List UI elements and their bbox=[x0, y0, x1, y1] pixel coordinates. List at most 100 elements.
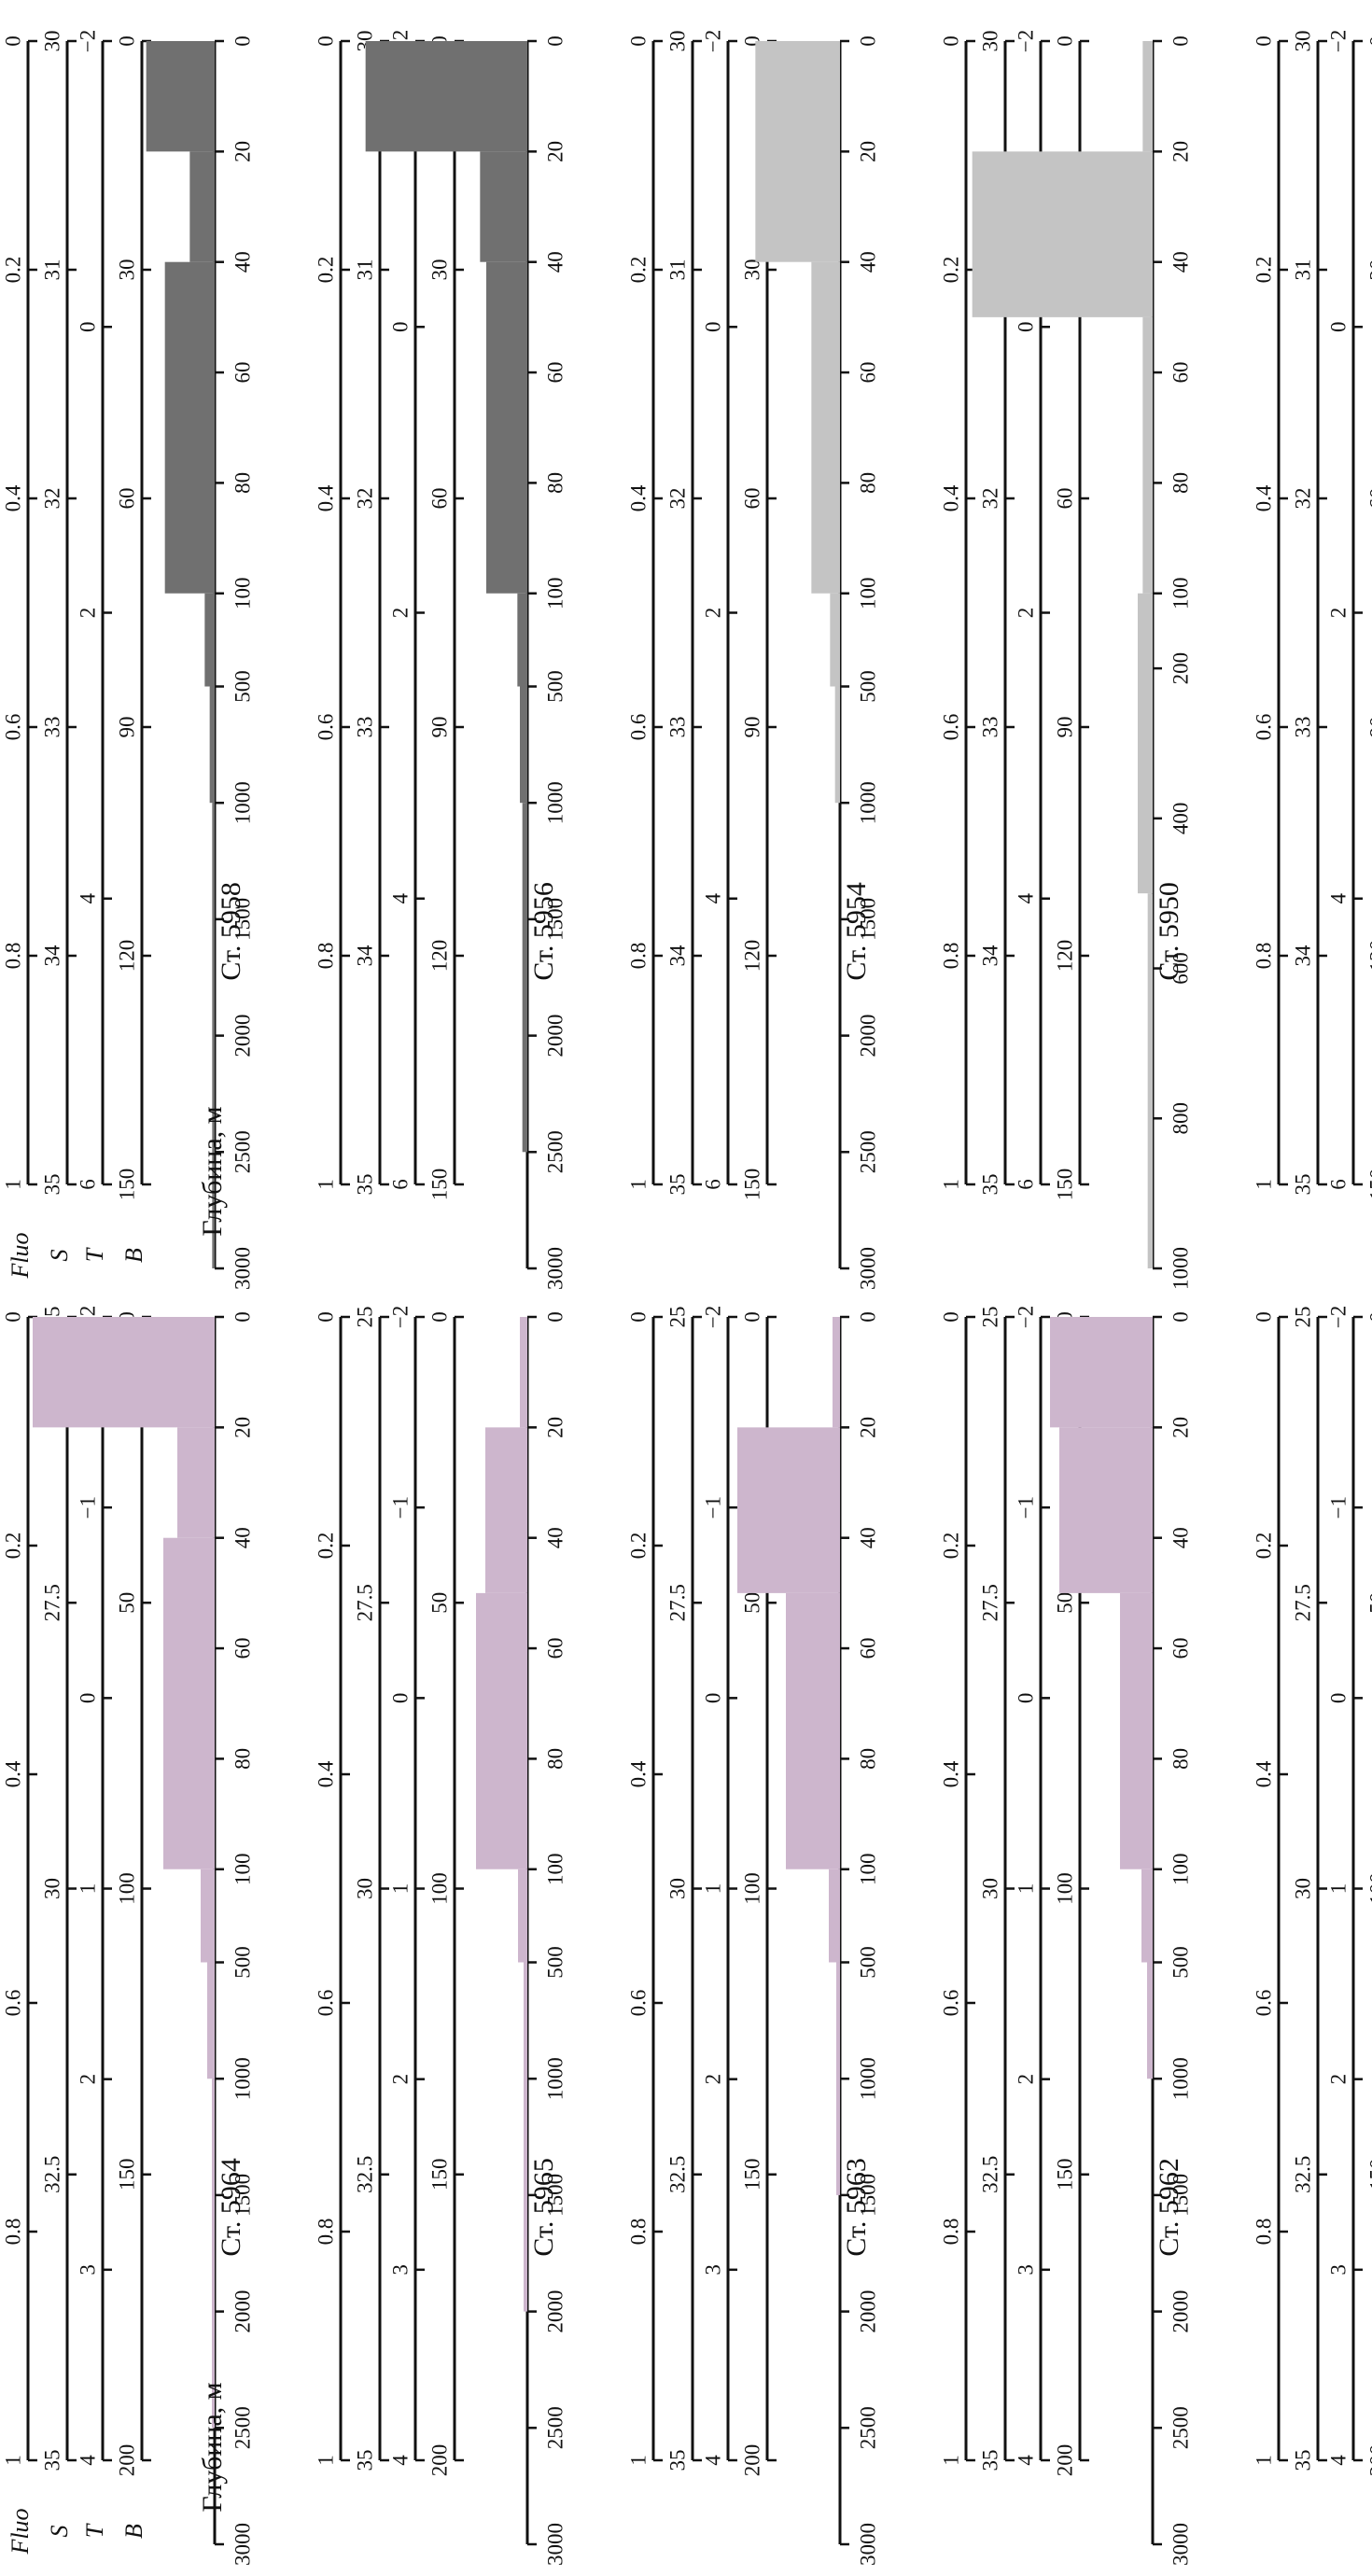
station-label: Ст. 5962 bbox=[1154, 2158, 1184, 2256]
b-tick-label: 50 bbox=[740, 1592, 763, 1614]
depth-tick-label: 3000 bbox=[231, 1247, 254, 1290]
fluo-tick-label: 0.2 bbox=[1252, 257, 1275, 284]
biomass-bar bbox=[365, 41, 527, 152]
chart-panel: 00.20.40.60.81303132333435−2024603060901… bbox=[626, 30, 879, 1290]
t-tick-label: 4 bbox=[76, 2455, 99, 2466]
biomass-bar bbox=[204, 593, 215, 687]
s-tick-label: 32 bbox=[978, 488, 1001, 510]
biomass-bar bbox=[177, 1427, 215, 1538]
depth-tick-label: 40 bbox=[856, 251, 879, 273]
depth-tick-label: 1000 bbox=[856, 781, 879, 824]
station-label: Ст. 5963 bbox=[841, 2158, 872, 2256]
biomass-bar bbox=[207, 1962, 215, 2079]
biomass-bar bbox=[1138, 593, 1153, 894]
depth-tick-label: 20 bbox=[856, 1417, 879, 1438]
biomass-bar bbox=[1142, 316, 1153, 594]
depth-tick-label: 600 bbox=[1169, 952, 1192, 985]
fluo-tick-label: 0.4 bbox=[1, 1760, 24, 1787]
t-tick-label: −2 bbox=[1326, 30, 1350, 52]
depth-tick-label: 1500 bbox=[231, 898, 254, 941]
fluo-tick-label: 1 bbox=[626, 1179, 650, 1190]
b-tick-label: 0 bbox=[115, 35, 138, 47]
depth-tick-label: 1000 bbox=[231, 781, 254, 824]
fluo-tick-label: 1 bbox=[1252, 2455, 1275, 2466]
biomass-bar bbox=[189, 151, 215, 262]
s-tick-label: 32.5 bbox=[978, 2156, 1001, 2193]
fluo-tick-label: 1 bbox=[1, 1179, 24, 1190]
s-tick-label: 30 bbox=[665, 31, 689, 52]
s-tick-label: 27.5 bbox=[353, 1584, 376, 1621]
fluo-tick-label: 0.6 bbox=[1252, 1990, 1275, 2017]
depth-tick-label: 2500 bbox=[856, 1130, 879, 1173]
biomass-bar bbox=[33, 1317, 215, 1428]
fluo-tick-label: 1 bbox=[939, 1179, 962, 1190]
s-tick-label: 25 bbox=[1291, 1307, 1314, 1328]
b-tick-label: 0 bbox=[740, 35, 763, 47]
s-tick-label: 35 bbox=[1291, 2450, 1314, 2471]
depth-tick-label: 60 bbox=[543, 1638, 567, 1659]
depth-tick-label: 0 bbox=[1169, 1311, 1192, 1323]
depth-tick-label: 100 bbox=[231, 578, 254, 610]
b-tick-label: 100 bbox=[1053, 1872, 1076, 1905]
fluo-tick-label: 0.2 bbox=[939, 257, 962, 284]
fluo-tick-label: 0.4 bbox=[939, 1760, 962, 1787]
plots: 00.20.40.60.81303132333435−2024603060901… bbox=[1, 30, 1372, 2566]
row-axis-label: T bbox=[81, 2523, 108, 2538]
biomass-bar bbox=[1059, 1427, 1153, 1593]
t-tick-label: −2 bbox=[1326, 1306, 1350, 1328]
t-tick-label: 0 bbox=[701, 1693, 724, 1704]
fluo-tick-label: 0.6 bbox=[939, 714, 962, 741]
fluo-tick-label: 0 bbox=[626, 1311, 650, 1323]
t-tick-label: 4 bbox=[701, 893, 724, 904]
fluo-tick-label: 0.4 bbox=[626, 1760, 650, 1787]
b-tick-label: 50 bbox=[1053, 1592, 1076, 1614]
fluo-tick-label: 0.8 bbox=[314, 2219, 337, 2246]
b-tick-label: 30 bbox=[740, 259, 763, 281]
fluo-tick-label: 0.2 bbox=[314, 257, 337, 284]
biomass-bar bbox=[1141, 1869, 1153, 1963]
chart-panel: 00.20.40.60.81303132333435−2024603060901… bbox=[939, 30, 1192, 1290]
b-tick-label: 0 bbox=[740, 1311, 763, 1323]
s-tick-label: 27.5 bbox=[978, 1584, 1001, 1621]
depth-tick-label: 80 bbox=[231, 472, 254, 494]
biomass-bar bbox=[476, 1592, 527, 1869]
b-tick-label: 120 bbox=[1365, 940, 1372, 973]
station-label: Ст. 5954 bbox=[841, 882, 872, 980]
depth-axis-title: Глубина, м bbox=[197, 2382, 228, 2512]
b-tick-label: 100 bbox=[427, 1872, 451, 1905]
b-tick-label: 150 bbox=[1053, 2159, 1076, 2191]
s-tick-label: 25 bbox=[665, 1307, 689, 1328]
fluo-tick-label: 0.4 bbox=[314, 484, 337, 511]
depth-tick-label: 60 bbox=[543, 362, 567, 384]
depth-tick-label: 2500 bbox=[231, 2406, 254, 2449]
depth-tick-label: 3000 bbox=[856, 2523, 879, 2566]
t-tick-label: −1 bbox=[388, 1496, 412, 1519]
biomass-bar bbox=[830, 593, 840, 687]
depth-tick-label: 3000 bbox=[543, 2523, 567, 2566]
b-tick-label: 60 bbox=[1053, 488, 1076, 510]
t-tick-label: 4 bbox=[1326, 2455, 1350, 2466]
depth-tick-label: 1500 bbox=[856, 898, 879, 941]
depth-tick-label: 3000 bbox=[856, 1247, 879, 1290]
fluo-tick-label: 0.8 bbox=[939, 2219, 962, 2246]
t-tick-label: 2 bbox=[701, 608, 724, 619]
depth-tick-label: 100 bbox=[856, 1854, 879, 1886]
t-tick-label: 4 bbox=[1014, 2455, 1037, 2466]
depth-tick-label: 40 bbox=[1169, 251, 1192, 273]
biomass-bar bbox=[520, 686, 527, 804]
b-tick-label: 100 bbox=[740, 1872, 763, 1905]
t-tick-label: 1 bbox=[701, 1883, 724, 1895]
fluo-tick-label: 1 bbox=[1, 2455, 24, 2466]
biomass-bar bbox=[480, 151, 527, 262]
s-tick-label: 31 bbox=[353, 259, 376, 281]
b-tick-label: 150 bbox=[115, 2159, 138, 2191]
depth-tick-label: 3000 bbox=[543, 1247, 567, 1290]
biomass-bar bbox=[146, 41, 215, 152]
t-tick-label: 2 bbox=[388, 608, 412, 619]
biomass-bar bbox=[520, 1317, 527, 1428]
fluo-tick-label: 0 bbox=[939, 1311, 962, 1323]
t-tick-label: 1 bbox=[388, 1883, 412, 1895]
b-tick-label: 200 bbox=[1053, 2444, 1076, 2477]
depth-tick-label: 20 bbox=[231, 141, 254, 162]
b-tick-label: 90 bbox=[115, 717, 138, 738]
